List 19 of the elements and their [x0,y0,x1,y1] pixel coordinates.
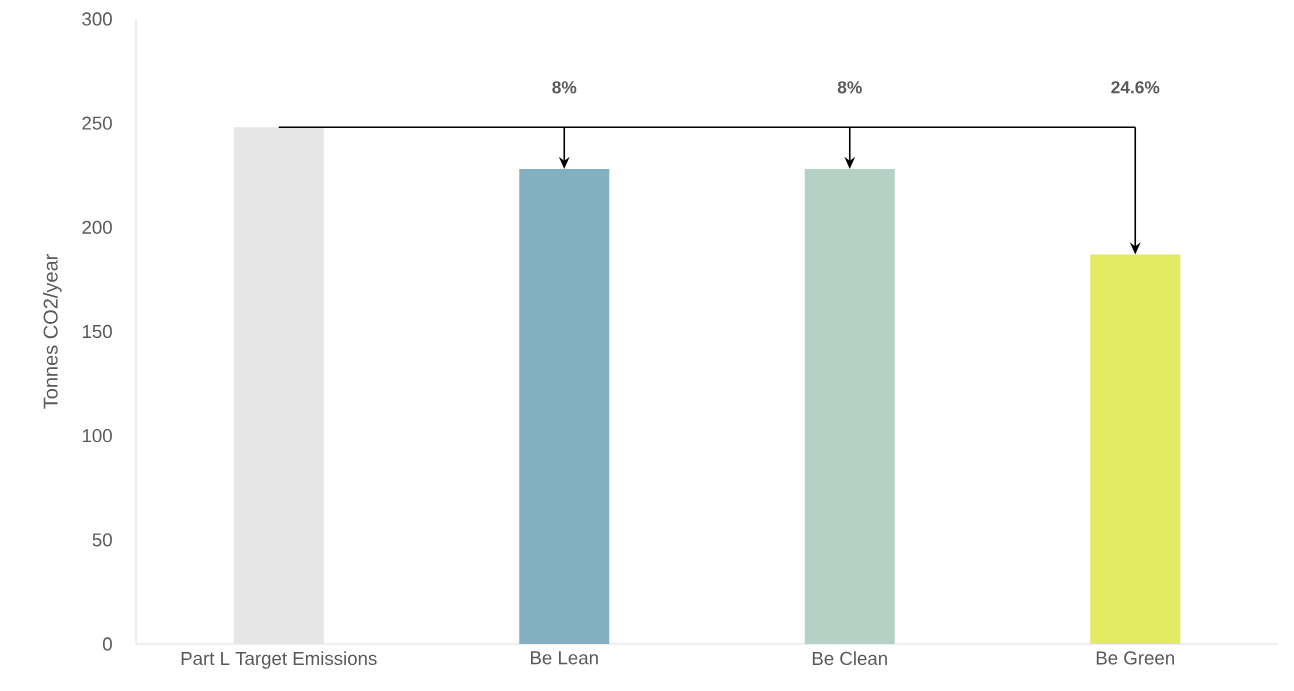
y-tick-label: 200 [82,220,112,234]
y-tick-label: 250 [82,116,112,130]
y-tick-label: 100 [82,429,112,443]
bar [1090,254,1181,644]
y-axis-title: Tonnes CO2/year [43,254,62,409]
x-tick-label: Be Clean [812,651,887,666]
annotation: 24.6% [1111,81,1160,94]
bar [519,168,610,644]
annotation: 8% [837,81,862,94]
y-tick-label: 300 [82,12,112,26]
x-tick-label: Be Lean [531,651,598,665]
bar [804,168,895,644]
y-tick-label: 150 [82,324,112,339]
y-tick-label: 0 [102,637,112,651]
annotation: 8% [552,81,577,94]
bar [233,127,324,644]
y-tick-label: 50 [92,533,112,547]
x-tick-label: Part L Target Emissions [181,651,377,669]
x-tick-label: Be Green [1096,651,1174,665]
